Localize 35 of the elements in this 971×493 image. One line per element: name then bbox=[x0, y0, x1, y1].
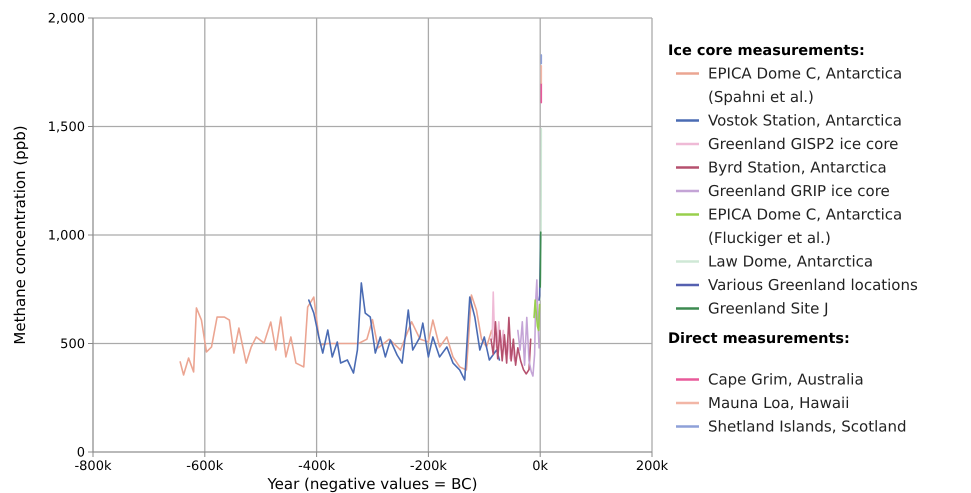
legend-label: Greenland GRIP ice core bbox=[708, 182, 890, 200]
legend-label: EPICA Dome C, Antarctica (Fluckiger et al.) bbox=[708, 206, 902, 247]
legend-label: Cape Grim, Australia bbox=[708, 370, 864, 388]
line-series bbox=[490, 316, 532, 375]
line-series bbox=[539, 231, 542, 288]
legend-label: Byrd Station, Antarctica bbox=[708, 158, 887, 176]
x-tick-label: -600k bbox=[186, 459, 224, 474]
line-series bbox=[517, 279, 540, 377]
legend-label: Various Greenland locations bbox=[708, 276, 918, 294]
x-axis-title: Year (negative values = BC) bbox=[266, 475, 478, 493]
legend-title: Ice core measurements: bbox=[668, 43, 865, 59]
legend-label: Mauna Loa, Hawaii bbox=[708, 394, 850, 412]
legend-label: EPICA Dome C, Antarctica (Spahni et al.) bbox=[708, 64, 902, 106]
y-axis-title: Methane concentration (ppb) bbox=[11, 125, 29, 345]
text: Direct measurements: bbox=[668, 331, 850, 347]
y-tick-label: 0 bbox=[76, 446, 85, 460]
x-tick-label: -400k bbox=[298, 459, 336, 474]
line-series bbox=[491, 291, 516, 362]
y-tick-label: 1,000 bbox=[48, 228, 85, 244]
x-tick-label: 0k bbox=[532, 459, 549, 474]
legend-label: Vostok Station, Antarctica bbox=[708, 112, 902, 130]
y-tick-label: 1,500 bbox=[48, 120, 85, 135]
line-series bbox=[179, 294, 492, 376]
legend-label: Law Dome, Antarctica bbox=[708, 252, 874, 270]
line-series bbox=[533, 299, 540, 332]
y-tick-label: 500 bbox=[60, 337, 85, 352]
x-tick-label: 200k bbox=[636, 459, 669, 474]
legend-label: Greenland GISP2 ice core bbox=[708, 135, 898, 153]
x-tick-label: -200k bbox=[410, 459, 448, 474]
y-tick-label: 2,000 bbox=[48, 12, 85, 26]
legend-label: Shetland Islands, Scotland bbox=[708, 418, 906, 436]
legend-label: Greenland Site J bbox=[708, 300, 829, 318]
x-tick-label: -800k bbox=[74, 459, 112, 474]
line-series bbox=[538, 128, 542, 301]
line-series bbox=[308, 282, 500, 381]
